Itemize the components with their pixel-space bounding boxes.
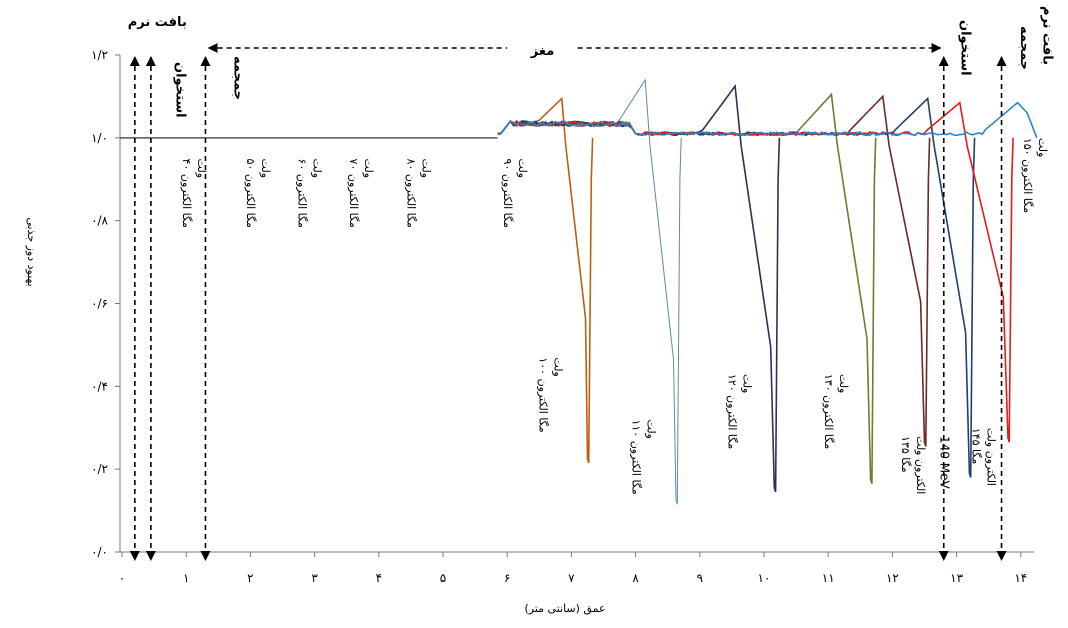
brain-label-bg	[507, 38, 578, 60]
x-tick-label: ۶	[504, 571, 510, 585]
energy-label-line2: ولت	[420, 159, 433, 178]
left-soft-tissue-label: بافت نرم	[128, 15, 187, 30]
brain-label: مغز	[530, 44, 554, 59]
energy-label-line2: ولت	[551, 357, 564, 376]
series-group	[120, 78, 1038, 505]
energy-label-line2: ولت	[362, 159, 375, 178]
x-tick-label: ۱۱	[822, 571, 835, 585]
x-tick-label: ۱۴	[1014, 571, 1027, 585]
energy-label-line1: ۱۵۰ مگا الکترون	[1021, 138, 1034, 213]
energy-label-line2: ولت	[837, 374, 850, 393]
energy-label-line2: الکترون ولت	[914, 436, 927, 494]
x-axis-label: عمق (سانتی متر)	[524, 602, 605, 616]
energy-label-line1: ۱۴۵ مگا	[970, 428, 983, 465]
energy-label-line1: ۶۰ مگا الکترون	[296, 159, 309, 229]
energy-label-line1: ۱۱۰ مگا الکترون	[629, 419, 642, 494]
energy-label-line1: ۷۰ مگا الکترون	[347, 159, 360, 229]
axes: ۰/۰۰/۲۰/۴۰/۶۰/۸۱/۰۱/۲۰ ۱ ۲ ۳ ۴ ۵ ۶ ۷ ۸ ۹ ۱۰ ۱۱ ۱۲ ۱۳ ۱…	[91, 48, 1034, 585]
x-tick-label: ۸	[632, 571, 639, 585]
energy-label-line1: ۱۲۰ مگا الکترون	[726, 374, 739, 449]
energy-label-line1: ۱۳۰ مگا الکترون	[822, 374, 835, 449]
series-line-4	[497, 92, 877, 484]
energy-label-11: ۱۳۵ مگا الکترون ولت	[899, 436, 927, 494]
energy-label-line1: ۹۰ مگا الکترون	[501, 159, 514, 229]
x-tick-label: ۳	[311, 571, 318, 585]
y-tick-label: ۰/۶	[91, 297, 108, 311]
series-line-8	[497, 101, 1038, 139]
x-tick-label: ۹	[697, 571, 703, 585]
energy-label-line1: ۱۳۵ مگا	[899, 436, 912, 473]
energy-label-line1: ۵۰ مگا الکترون	[244, 159, 257, 229]
x-tick-label: ۷	[568, 571, 575, 585]
left-bone-label: استخوان	[173, 62, 188, 118]
left-skull-label: جمجمه	[230, 56, 245, 100]
y-tick-label: ۰/۸	[91, 214, 108, 228]
energy-label-line2: ولت	[311, 159, 324, 178]
x-tick-label: ۱۲	[886, 571, 899, 585]
y-tick-label: ۱/۲	[91, 48, 108, 62]
y-tick-label: ۰/۰	[91, 545, 108, 559]
x-tick-label: ۱۰	[758, 571, 771, 585]
energy-label-line2: ولت	[259, 159, 272, 178]
series-line-5	[497, 94, 931, 447]
energy-label-line2: ولت	[741, 374, 754, 393]
right-skull-label: جمجمه	[1017, 26, 1032, 70]
energy-label-line1: ۴۰ مگا الکترون	[180, 159, 193, 229]
x-tick-label: ۰	[119, 571, 125, 585]
right-soft-tissue-label: بافت نرم	[1039, 6, 1054, 65]
right-bone-label: استخوان	[958, 20, 973, 76]
energy-label-line2: ولت	[1036, 138, 1049, 157]
energy-label-12: ۱۴۵ مگا الکترون ولت	[970, 428, 998, 486]
y-tick-label: ۰/۲	[91, 462, 108, 476]
y-axis-label: بهبود دوز جذبی	[25, 217, 38, 286]
y-tick-label: ۱/۰	[91, 131, 108, 145]
x-tick-label: ۴	[376, 571, 382, 585]
x-tick-label: ۱۳	[950, 571, 963, 585]
energy-label-line1: ۸۰ مگا الکترون	[405, 159, 418, 229]
y-tick-label: ۰/۴	[91, 379, 108, 393]
energy-label-line2: ولت	[644, 419, 657, 438]
x-tick-label: ۲	[247, 571, 253, 585]
energy-label-line2: الکترون ولت	[985, 428, 998, 486]
x-tick-label: ۱	[183, 571, 189, 585]
energy-label-line2: ولت	[516, 159, 529, 178]
x-tick-label: ۵	[440, 571, 446, 585]
energy-label-line1: ۱۰۰ مگا الکترون	[536, 357, 549, 432]
